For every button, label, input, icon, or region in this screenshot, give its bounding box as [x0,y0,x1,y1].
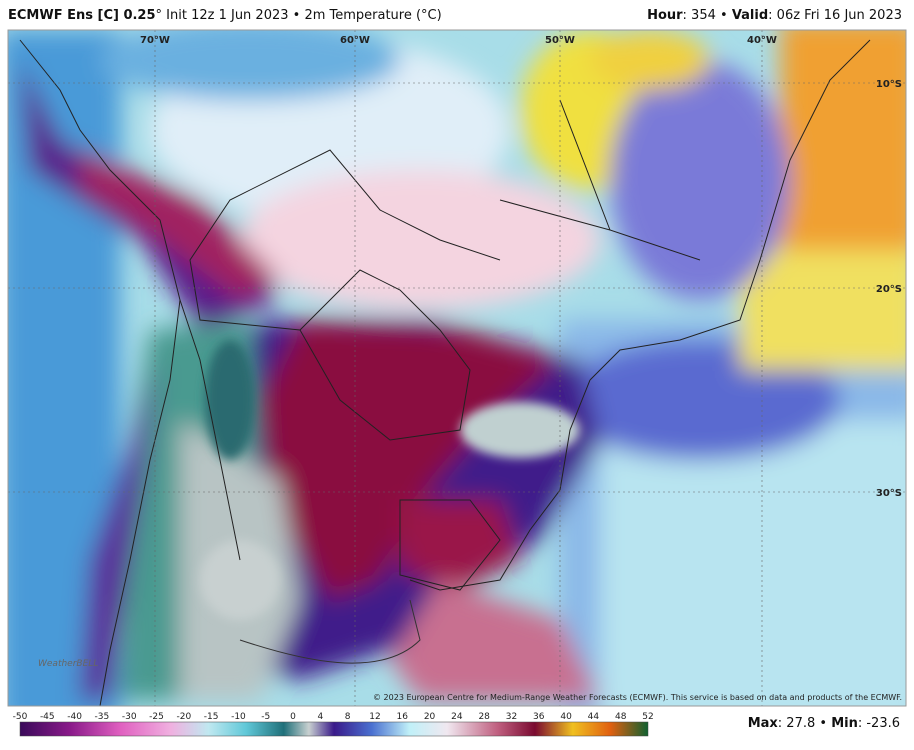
colorbar-tick-label: -25 [149,712,164,722]
map-frame [7,29,907,707]
colorbar-tick-label: 32 [506,712,517,722]
colorbar-tick-label: 20 [424,712,436,722]
colorbar-tick-label: 12 [369,712,380,722]
colorbar-tick-label: -15 [204,712,219,722]
colorbar-tick-label: 0 [290,712,296,722]
latitude-label: 10°S [876,79,902,90]
valid-value: : 06z Fri 16 Jun 2023 [768,8,902,23]
latitude-label: 20°S [876,284,902,295]
colorbar-tick-label: -50 [13,712,28,722]
hour-value: : 354 • [682,8,732,23]
model-name: ECMWF Ens [C] 0.25 [8,8,156,23]
colorbar-tick-label: -45 [40,712,55,722]
max-value: : 27.8 • [777,716,832,731]
colorbar-tick-label: 28 [478,712,490,722]
colorbar-tick-label: -10 [231,712,246,722]
colorbar-tick-label: 4 [317,712,323,722]
footer: Max: 27.8 • Min: -23.6 [748,716,900,731]
header-right: Hour: 354 • Valid: 06z Fri 16 Jun 2023 [647,8,902,23]
colorbar-tick-label: -40 [67,712,82,722]
min-value: : -23.6 [857,716,900,731]
colorbar-tick-label: 48 [615,712,627,722]
colorbar [19,721,649,737]
longitude-label: 40°W [747,35,777,46]
coordinate-labels: 70°W 60°W 50°W 40°W 10°S 20°S 30°S [140,35,902,499]
colorbar-tick-label: 24 [451,712,463,722]
max-label: Max [747,716,778,731]
colorbar-tick-label: -20 [176,712,191,722]
colorbar-tick-label: -30 [122,712,137,722]
colorbar-tick-label: 52 [642,712,653,722]
temperature-field: WeatherBELL © 2023 European Centre for M… [8,30,906,706]
borders [19,39,871,706]
colorbar-tick-label: -5 [261,712,270,722]
longitude-label: 60°W [340,35,370,46]
copyright: © 2023 European Centre for Medium-Range … [373,693,902,702]
longitude-label: 70°W [140,35,170,46]
colorbar-tick-label: 40 [560,712,572,722]
colorbar-tick-label: 36 [533,712,545,722]
min-label: Min [831,716,858,731]
hour-label: Hour [647,8,683,23]
colorbar-tick-label: -35 [95,712,110,722]
colorbar-tick-label: 8 [345,712,351,722]
header-left: ECMWF Ens [C] 0.25° Init 12z 1 Jun 2023 … [8,8,442,23]
valid-label: Valid [731,8,769,23]
longitude-label: 50°W [545,35,575,46]
logo: WeatherBELL [38,659,98,669]
colorbar-ticks: -50 -45 -40 -35 -30 -25 -20 -15 -10 -5 0 4 8 12 16 20 24… [13,712,654,722]
latitude-label: 30°S [876,488,902,499]
run-info: ° Init 12z 1 Jun 2023 • 2m Temperature (… [155,8,442,23]
colorbar-tick-label: 44 [588,712,600,722]
colorbar-tick-label: 16 [397,712,409,722]
